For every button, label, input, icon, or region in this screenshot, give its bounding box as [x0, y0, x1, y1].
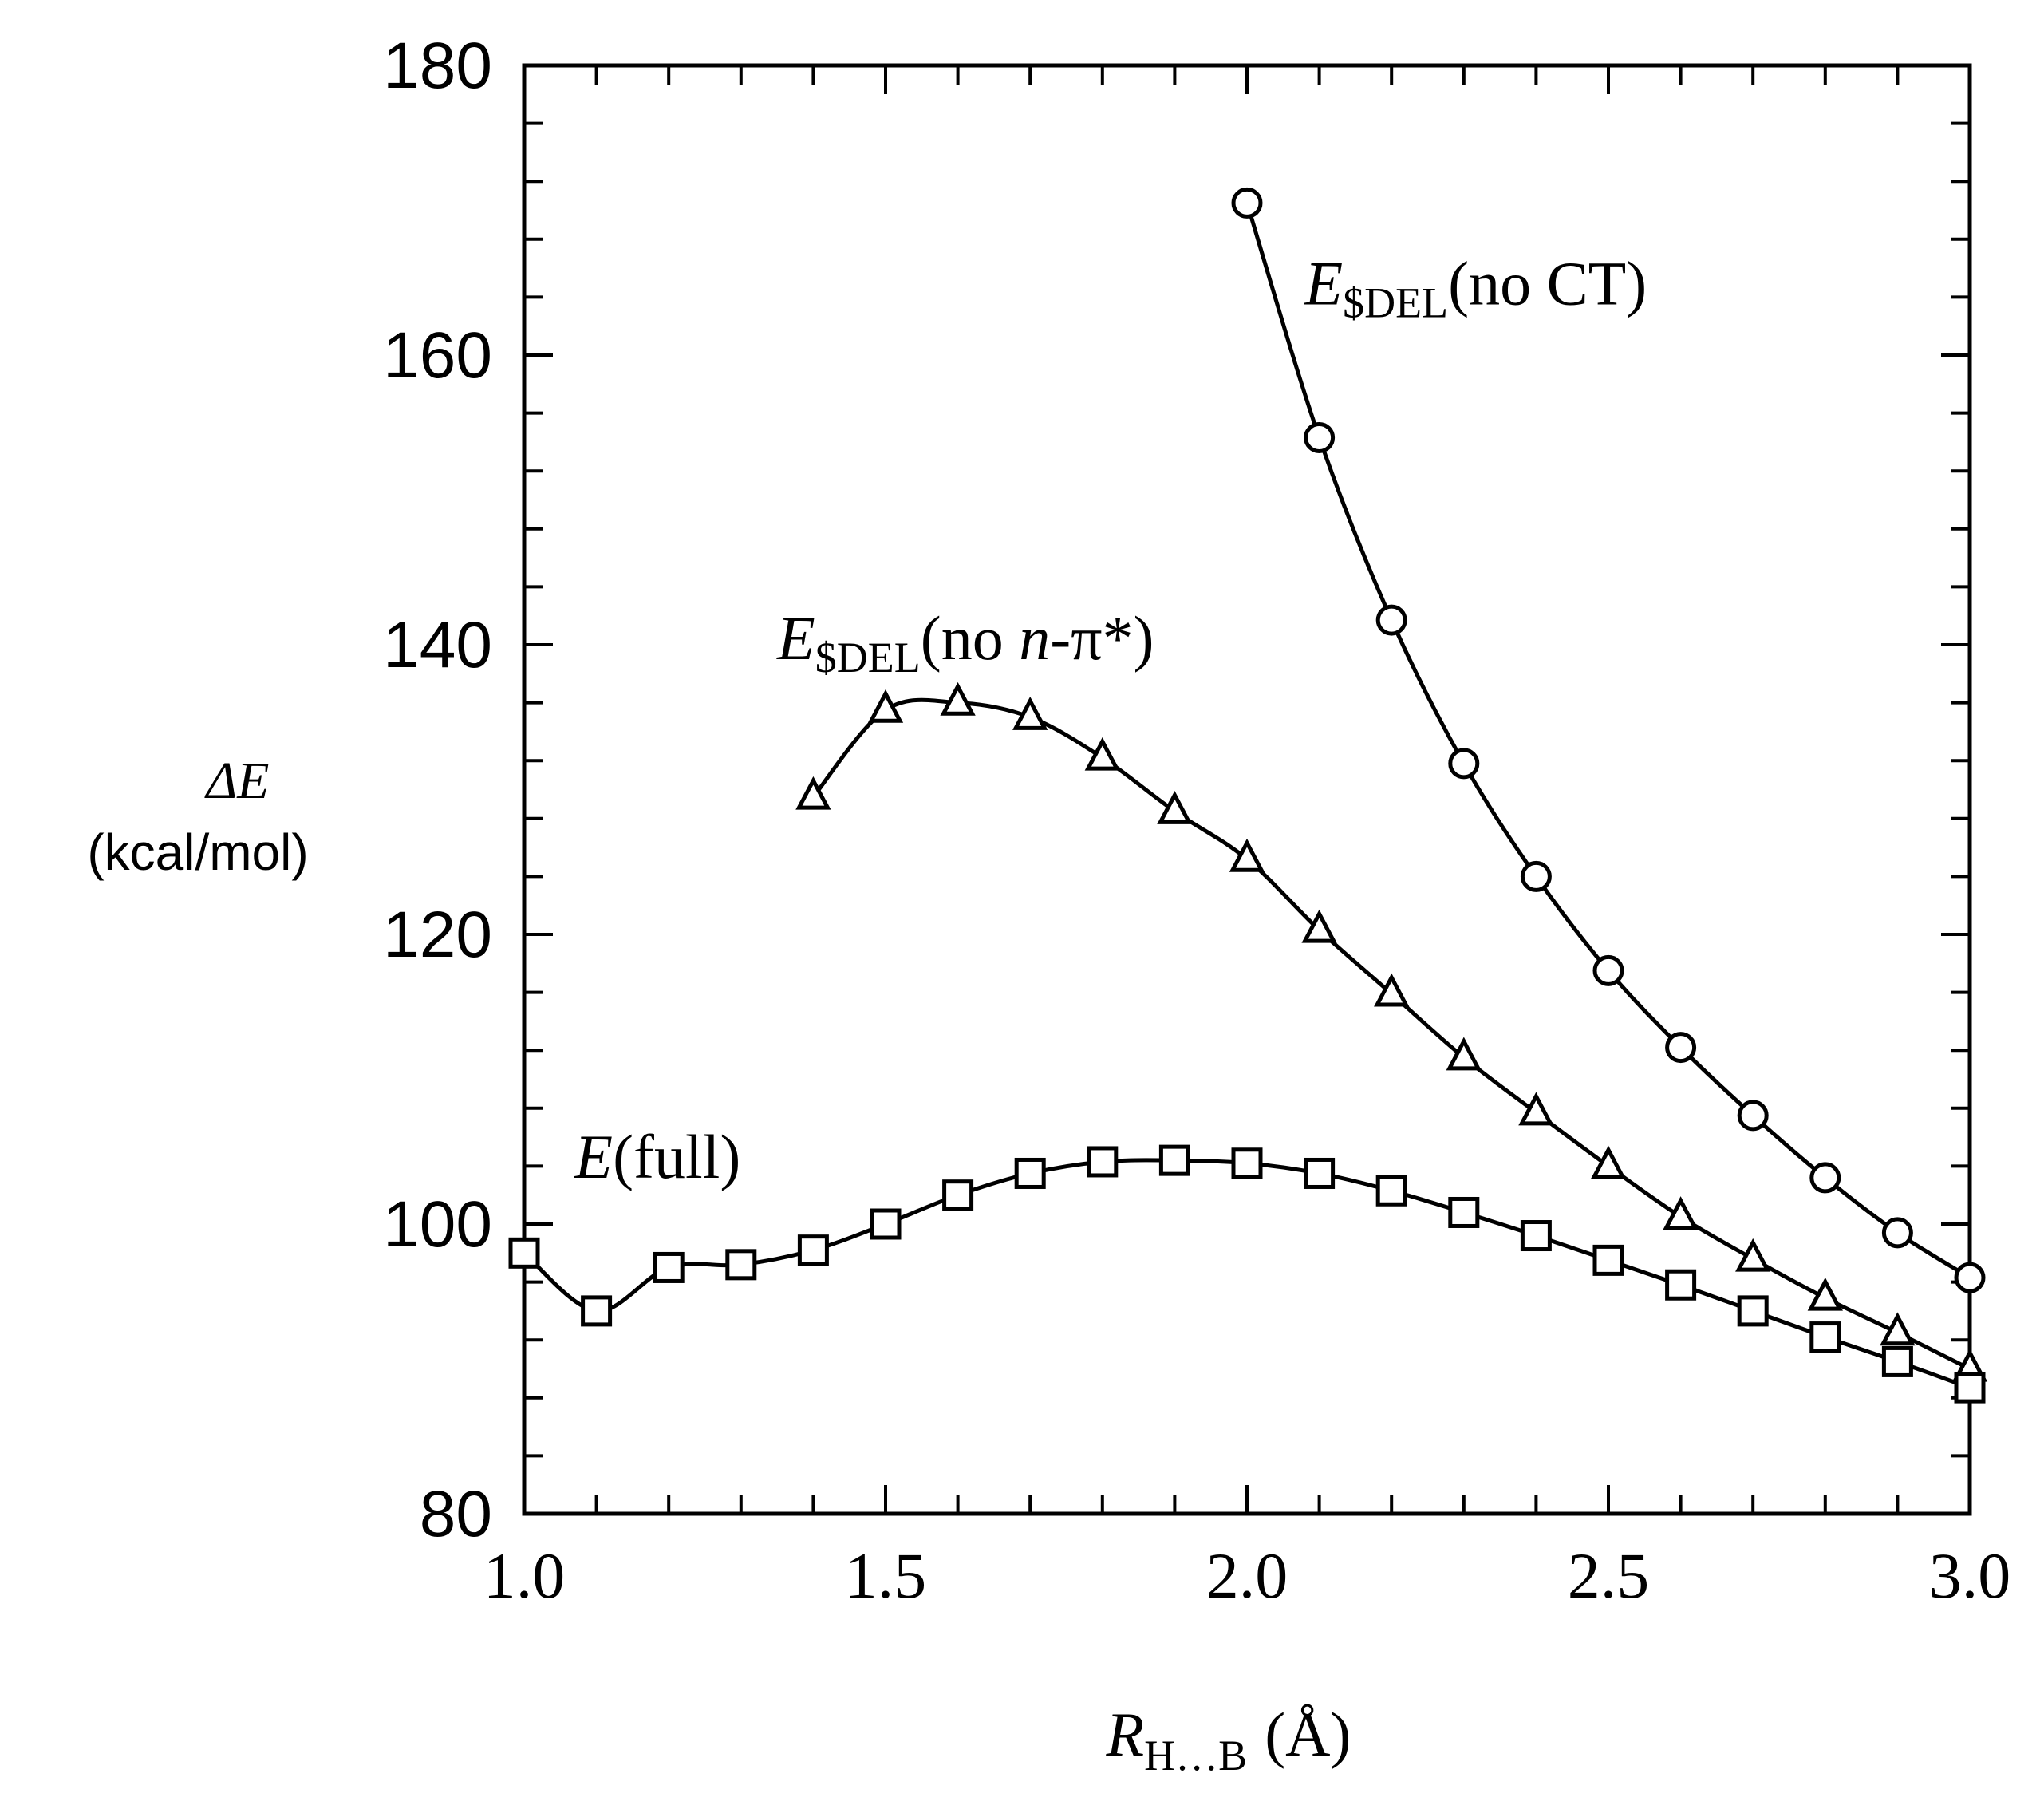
circle-marker: [1231, 187, 1263, 219]
x-axis-tick-labels: 1.0 1.5 2.0 2.5 3.0: [483, 1539, 2011, 1612]
triangle-marker: [1590, 1145, 1627, 1179]
x-tick-label: 1.0: [483, 1539, 566, 1612]
triangle-marker: [1518, 1092, 1554, 1126]
square-marker: [797, 1234, 829, 1266]
label-subscript: $DEL: [1343, 278, 1448, 326]
square-marker: [1809, 1321, 1841, 1353]
label-subscript: $DEL: [815, 634, 921, 681]
label-text-tail: -π*): [1050, 603, 1154, 673]
square-marker: [508, 1237, 540, 1269]
square-marker: [581, 1295, 613, 1327]
triangle-marker: [1880, 1312, 1916, 1346]
square-marker: [1665, 1269, 1697, 1301]
x-axis-unit: (Å): [1265, 1700, 1351, 1769]
series-layer: [508, 187, 1988, 1404]
y-tick-label: 140: [383, 609, 492, 681]
series-label-no-ct: E$DEL(no CT): [1304, 248, 1647, 326]
square-marker: [1520, 1220, 1552, 1252]
label-symbol: E: [1304, 248, 1343, 318]
circle-marker: [1520, 860, 1552, 892]
label-symbol: E: [574, 1122, 613, 1191]
series-label-no-n-pi: E$DEL(no n-π*): [776, 603, 1154, 681]
y-tick-label: 160: [383, 319, 492, 392]
y-tick-label: 120: [383, 898, 492, 971]
x-axis-subscript: H…B: [1144, 1732, 1247, 1779]
y-axis-tick-labels: 80 100 120 140 160 180: [383, 30, 492, 1550]
circle-marker: [1665, 1032, 1697, 1064]
square-marker: [942, 1179, 974, 1211]
y-axis-unit: (kcal/mol): [87, 823, 308, 881]
x-tick-label: 2.5: [1568, 1539, 1650, 1612]
x-tick-label: 3.0: [1929, 1539, 2011, 1612]
x-axis-title: RH…B (Å): [1106, 1700, 1351, 1779]
square-marker: [1158, 1144, 1190, 1176]
series-labels: E$DEL(no CT)E$DEL(no n-π*)E(full): [574, 248, 1647, 1191]
triangle-marker: [1735, 1238, 1771, 1272]
label-text: (no CT): [1448, 248, 1647, 318]
minor-ticks: [524, 65, 1970, 1514]
series-line-no-ct: [1245, 202, 1971, 1280]
circle-marker: [1592, 954, 1624, 986]
triangle-marker: [1807, 1277, 1843, 1311]
y-axis-symbol: ΔE: [203, 752, 269, 810]
triangle-marker: [940, 681, 976, 716]
circle-marker: [1304, 421, 1336, 453]
circle-marker: [1809, 1162, 1841, 1194]
square-marker: [1231, 1147, 1263, 1179]
triangle-marker: [1374, 973, 1410, 1007]
square-marker: [1448, 1196, 1480, 1228]
circle-marker: [1881, 1217, 1913, 1249]
square-marker: [1592, 1244, 1624, 1276]
series-no-ct: [1231, 187, 1986, 1293]
circle-marker: [1448, 748, 1480, 780]
triangle-marker: [1157, 790, 1193, 824]
square-marker: [1954, 1372, 1986, 1404]
triangle-marker: [1663, 1196, 1699, 1230]
triangle-marker: [795, 776, 831, 810]
square-marker: [1304, 1157, 1336, 1189]
triangle-marker: [1012, 697, 1048, 730]
circle-marker: [1375, 604, 1407, 636]
label-text: (full): [613, 1122, 740, 1191]
circle-marker: [1954, 1262, 1986, 1293]
triangle-marker: [1084, 737, 1120, 771]
square-marker: [1737, 1295, 1769, 1327]
circle-marker: [1737, 1100, 1769, 1132]
square-marker: [870, 1208, 902, 1240]
square-marker: [725, 1249, 757, 1281]
square-marker: [1087, 1146, 1119, 1178]
y-tick-label: 180: [383, 30, 492, 102]
label-text: (no: [921, 603, 1019, 673]
square-marker: [1375, 1175, 1407, 1207]
label-italic: n: [1019, 603, 1050, 673]
x-tick-label: 1.5: [845, 1539, 927, 1612]
label-symbol: E: [776, 603, 815, 673]
triangle-marker: [1446, 1037, 1482, 1071]
series-no-n-pi: [795, 681, 1988, 1382]
series-line-no-n-pi: [811, 697, 1971, 1371]
x-axis-symbol: R: [1106, 1700, 1145, 1769]
series-full: [508, 1144, 1986, 1404]
triangle-marker: [1229, 838, 1265, 872]
y-tick-label: 80: [420, 1478, 492, 1550]
square-marker: [1881, 1345, 1913, 1377]
series-label-full: E(full): [574, 1122, 740, 1191]
square-marker: [653, 1251, 685, 1283]
triangle-marker: [867, 689, 904, 723]
square-marker: [1014, 1157, 1046, 1189]
x-tick-label: 2.0: [1206, 1539, 1288, 1612]
y-tick-label: 100: [383, 1188, 492, 1261]
triangle-marker: [1301, 909, 1337, 943]
